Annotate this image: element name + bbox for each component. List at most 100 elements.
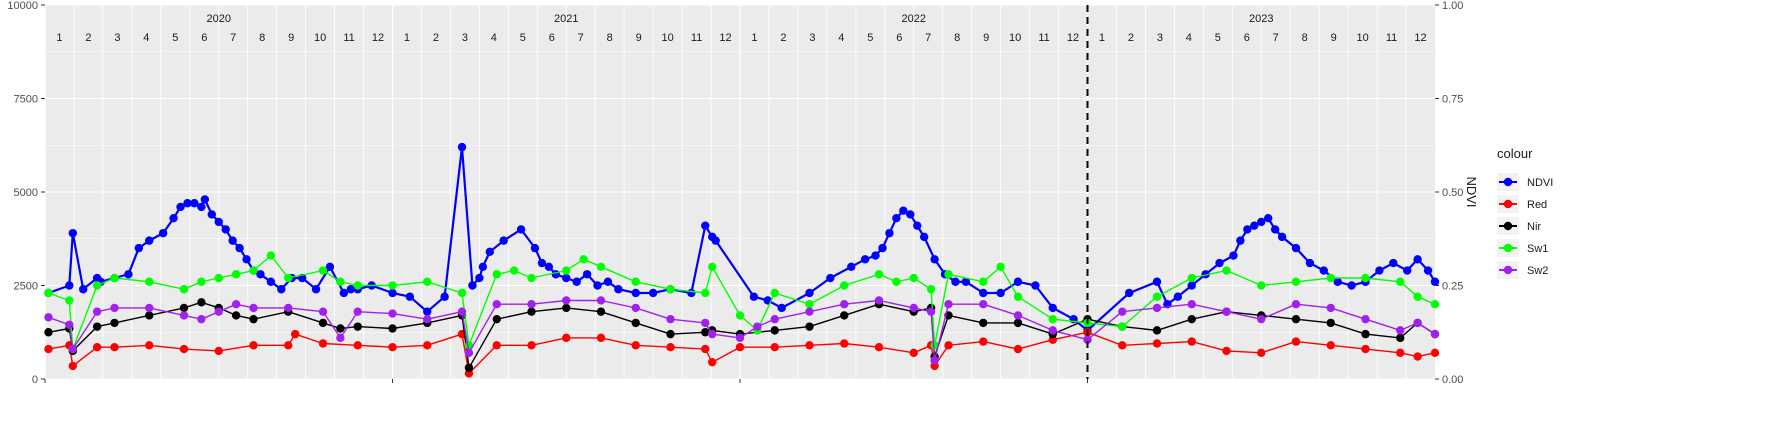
month-label: 6 — [201, 32, 207, 44]
data-point-sw2 — [930, 356, 939, 365]
month-label: 10 — [661, 32, 673, 44]
month-label: 3 — [1157, 32, 1163, 44]
data-point-ndvi — [235, 243, 244, 253]
data-point-sw1 — [457, 288, 467, 298]
data-point-sw1 — [666, 285, 675, 294]
data-point-ndvi — [256, 270, 265, 279]
data-point-red — [1361, 344, 1370, 354]
data-point-red — [1396, 348, 1405, 358]
data-point-red — [1291, 337, 1301, 346]
data-point-red — [631, 341, 640, 350]
data-point-ndvi — [475, 273, 484, 283]
data-point-ndvi — [631, 288, 640, 298]
data-point-ndvi — [1333, 277, 1342, 286]
data-point-sw1 — [892, 277, 901, 286]
data-point-ndvi — [749, 292, 759, 301]
data-point-ndvi — [996, 288, 1005, 298]
data-point-red — [1187, 337, 1196, 346]
data-point-ndvi — [200, 195, 210, 204]
data-point-red — [92, 343, 102, 352]
data-point-ndvi — [537, 258, 547, 268]
data-point-red — [179, 344, 189, 354]
data-point-nir — [388, 324, 397, 333]
data-point-ndvi — [899, 206, 908, 215]
data-point-ndvi — [478, 262, 488, 271]
data-point-ndvi — [266, 277, 276, 286]
data-point-sw2 — [562, 296, 571, 305]
data-point-ndvi — [65, 281, 74, 290]
month-label: 11 — [691, 32, 702, 44]
data-point-sw2 — [44, 313, 53, 322]
month-label: 10 — [1356, 32, 1368, 44]
month-label: 4 — [838, 32, 844, 44]
data-point-red — [388, 343, 397, 352]
data-point-sw2 — [1413, 318, 1422, 328]
data-point-sw2 — [666, 314, 675, 324]
data-point-ndvi — [207, 210, 216, 219]
data-point-sw2 — [353, 307, 362, 316]
legend-key-point — [1503, 177, 1513, 187]
data-point-sw2 — [1430, 329, 1440, 339]
data-point-nir — [979, 318, 988, 328]
data-point-sw2 — [68, 344, 78, 354]
data-point-red — [1152, 339, 1162, 348]
data-point-ndvi — [878, 243, 887, 253]
data-point-ndvi — [805, 288, 814, 298]
month-label: 4 — [491, 32, 497, 44]
data-point-nir — [249, 314, 258, 324]
series-line-sw2 — [48, 299, 1436, 361]
data-point-nir — [1187, 314, 1196, 324]
legend-entry-ndvi: NDVI — [1527, 177, 1553, 189]
data-point-ndvi — [648, 288, 658, 298]
data-point-ndvi — [530, 243, 540, 253]
data-point-ndvi — [906, 210, 915, 219]
data-point-sw2 — [318, 307, 328, 316]
data-point-red — [708, 357, 717, 367]
data-point-red — [562, 333, 571, 343]
data-point-sw1 — [1048, 314, 1057, 324]
data-point-ndvi — [457, 142, 467, 152]
month-label: 6 — [549, 32, 555, 44]
data-point-ndvi — [1270, 225, 1280, 234]
data-point-nir — [92, 322, 102, 331]
data-point-ndvi — [551, 270, 561, 279]
data-point-sw1 — [1413, 292, 1422, 301]
data-point-sw1 — [770, 288, 779, 298]
data-point-red — [1222, 346, 1231, 356]
legend-title: colour — [1497, 146, 1533, 161]
month-label: 6 — [896, 32, 902, 44]
data-point-ndvi — [468, 281, 477, 290]
data-point-ndvi — [158, 228, 168, 238]
data-point-ndvi — [214, 217, 223, 227]
data-point-sw2 — [214, 307, 223, 316]
data-point-red — [527, 341, 536, 350]
data-point-sw2 — [596, 296, 606, 305]
month-label: 6 — [1244, 32, 1250, 44]
data-point-sw1 — [1187, 273, 1196, 283]
data-point-sw2 — [423, 314, 432, 324]
data-point-sw1 — [1118, 322, 1127, 331]
data-point-ndvi — [687, 288, 696, 298]
month-label: 3 — [114, 32, 120, 44]
data-point-nir — [353, 322, 362, 331]
data-point-nir — [464, 363, 474, 372]
data-point-sw1 — [527, 273, 536, 283]
data-point-sw2 — [336, 333, 345, 343]
data-point-sw1 — [631, 277, 640, 286]
legend-key-point — [1503, 243, 1513, 253]
month-label: 8 — [259, 32, 265, 44]
data-point-ndvi — [826, 273, 835, 283]
data-point-red — [944, 341, 953, 350]
y2-axis-title: NDVI — [1464, 176, 1479, 207]
data-point-sw2 — [1257, 314, 1266, 324]
month-label: 12 — [1067, 32, 1079, 44]
data-point-red — [874, 343, 884, 352]
data-point-sw2 — [1083, 335, 1092, 344]
data-point-sw1 — [1430, 300, 1440, 309]
legend-key-point — [1503, 265, 1513, 275]
data-point-red — [1013, 344, 1023, 354]
data-point-red — [701, 344, 710, 354]
data-point-sw1 — [388, 281, 397, 290]
data-point-red — [840, 339, 849, 348]
data-point-red — [291, 329, 300, 339]
